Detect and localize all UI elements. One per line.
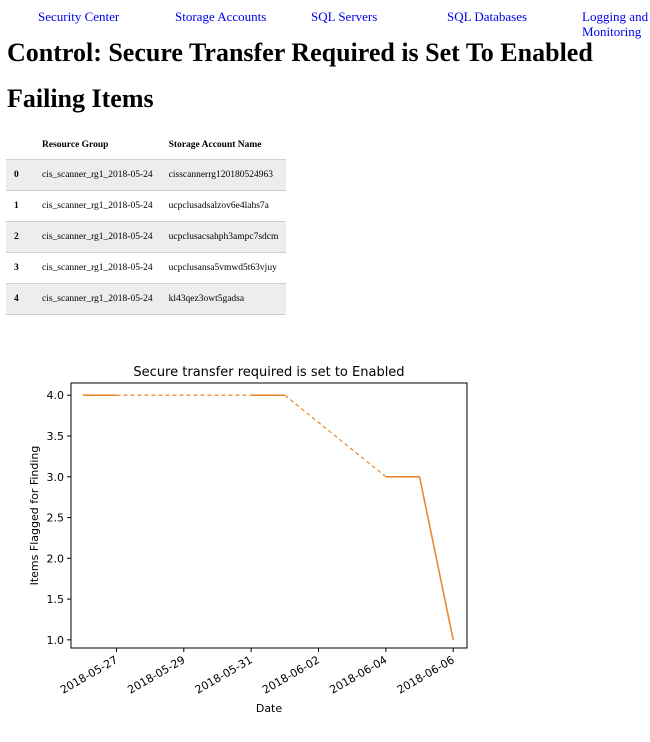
resource-group-cell: cis_scanner_rg1_2018-05-24 bbox=[28, 159, 161, 191]
nav-link-security-center[interactable]: Security Center bbox=[38, 9, 120, 24]
storage-account-cell: cisscannerrg120180524963 bbox=[160, 159, 287, 191]
nav-link-sql-databases[interactable]: SQL Databases bbox=[447, 9, 528, 24]
storage-account-cell: ucpclusansa5vmwd5t63vjuy bbox=[160, 252, 287, 284]
trend-chart-svg: Secure transfer required is set to Enabl… bbox=[28, 365, 468, 715]
y-tick-label: 3.5 bbox=[47, 430, 65, 443]
failing-items-table: Resource Group Storage Account Name 0 ci… bbox=[6, 130, 287, 315]
storage-account-header: Storage Account Name bbox=[160, 130, 287, 160]
nav-link-storage-accounts[interactable]: Storage Accounts bbox=[175, 9, 267, 24]
row-index: 4 bbox=[6, 283, 28, 315]
resource-group-cell: cis_scanner_rg1_2018-05-24 bbox=[28, 252, 161, 284]
trend-chart: Secure transfer required is set to Enabl… bbox=[0, 360, 650, 737]
table-header: Resource Group Storage Account Name bbox=[6, 130, 287, 160]
section-title: Failing Items bbox=[7, 84, 154, 113]
resource-group-cell: cis_scanner_rg1_2018-05-24 bbox=[28, 221, 161, 253]
y-axis-label: Items Flagged for Finding bbox=[28, 446, 41, 586]
chart-title: Secure transfer required is set to Enabl… bbox=[133, 365, 404, 380]
x-tick-label: 2018-06-02 bbox=[260, 653, 322, 696]
page-title: Control: Secure Transfer Required is Set… bbox=[7, 38, 593, 67]
row-index: 3 bbox=[6, 252, 28, 284]
resource-group-cell: cis_scanner_rg1_2018-05-24 bbox=[28, 283, 161, 315]
x-tick-label: 2018-05-27 bbox=[58, 653, 120, 696]
series-segment bbox=[418, 476, 454, 641]
plot-frame bbox=[70, 382, 468, 649]
table-row: 1 cis_scanner_rg1_2018-05-24 ucpclusadsa… bbox=[6, 190, 287, 222]
table-row: 0 cis_scanner_rg1_2018-05-24 cisscannerr… bbox=[6, 159, 287, 191]
x-tick-label: 2018-05-29 bbox=[125, 653, 187, 696]
resource-group-header: Resource Group bbox=[28, 130, 161, 160]
x-axis-label: Date bbox=[256, 702, 283, 715]
row-index: 0 bbox=[6, 159, 28, 191]
storage-account-cell: ucpclusacsahph3ampc7sdcm bbox=[160, 221, 287, 253]
x-tick-label: 2018-05-31 bbox=[193, 653, 255, 696]
table-row: 2 cis_scanner_rg1_2018-05-24 ucpclusacsa… bbox=[6, 221, 287, 253]
table-header-row: Resource Group Storage Account Name bbox=[6, 130, 287, 160]
table-body: 0 cis_scanner_rg1_2018-05-24 cisscannerr… bbox=[6, 159, 287, 315]
row-index: 2 bbox=[6, 221, 28, 253]
nav-link-logging-monitoring[interactable]: Logging and Monitoring bbox=[582, 9, 649, 39]
series-segment bbox=[284, 394, 387, 478]
storage-account-cell: kl43qez3owt5gadsa bbox=[160, 283, 287, 315]
x-tick-label: 2018-06-06 bbox=[395, 653, 457, 696]
table-row: 4 cis_scanner_rg1_2018-05-24 kl43qez3owt… bbox=[6, 283, 287, 315]
storage-account-cell: ucpclusadsalzov6e4lahs7a bbox=[160, 190, 287, 222]
nav-link-sql-servers[interactable]: SQL Servers bbox=[311, 9, 378, 24]
y-tick-label: 1.0 bbox=[47, 634, 65, 647]
y-tick-label: 1.5 bbox=[47, 593, 65, 606]
row-index: 1 bbox=[6, 190, 28, 222]
x-tick-label: 2018-06-04 bbox=[327, 653, 389, 696]
y-tick-label: 2.0 bbox=[47, 552, 65, 565]
y-tick-label: 2.5 bbox=[47, 512, 65, 525]
index-header bbox=[6, 130, 28, 160]
resource-group-cell: cis_scanner_rg1_2018-05-24 bbox=[28, 190, 161, 222]
table-row: 3 cis_scanner_rg1_2018-05-24 ucpclusansa… bbox=[6, 252, 287, 284]
y-tick-label: 4.0 bbox=[47, 389, 65, 402]
top-navigation: Security Center Storage Accounts SQL Ser… bbox=[0, 9, 650, 39]
y-tick-label: 3.0 bbox=[47, 471, 65, 484]
